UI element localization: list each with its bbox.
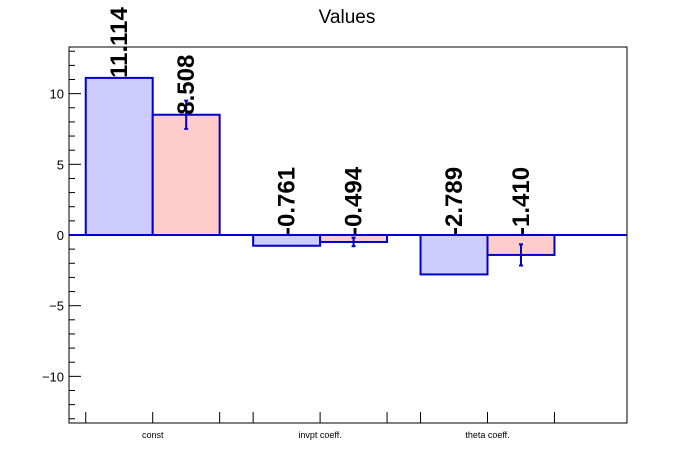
y-tick-label: 5 (57, 157, 64, 172)
bar (151, 113, 221, 236)
x-category-label: invpt coeff. (298, 430, 341, 440)
data-label: -0.761 (274, 167, 301, 235)
data-labels: 11.114 -0.761 -2.789 8.508 -0.494 -1.410 (106, 6, 535, 235)
bar (252, 234, 322, 247)
y-tick-label: −10 (42, 369, 64, 384)
data-label: 8.508 (173, 55, 200, 115)
data-label: -1.410 (508, 167, 535, 235)
y-tick-label: −5 (49, 299, 64, 314)
y-axis: −10 −5 0 5 10 (42, 50, 81, 420)
x-axis: const invpt coeff. theta coeff. (85, 412, 555, 440)
chart-title: Values (319, 7, 376, 28)
bars (84, 76, 556, 276)
error-bars (184, 99, 523, 267)
y-tick-label: 0 (57, 228, 64, 243)
data-label: -2.789 (441, 167, 468, 235)
data-label: 11.114 (106, 6, 133, 77)
x-category-label: theta coeff. (465, 430, 509, 440)
y-tick-label: 10 (50, 87, 64, 102)
bar (419, 234, 489, 276)
bar (84, 76, 154, 236)
data-label: -0.494 (341, 166, 368, 235)
x-category-label: const (142, 430, 164, 440)
